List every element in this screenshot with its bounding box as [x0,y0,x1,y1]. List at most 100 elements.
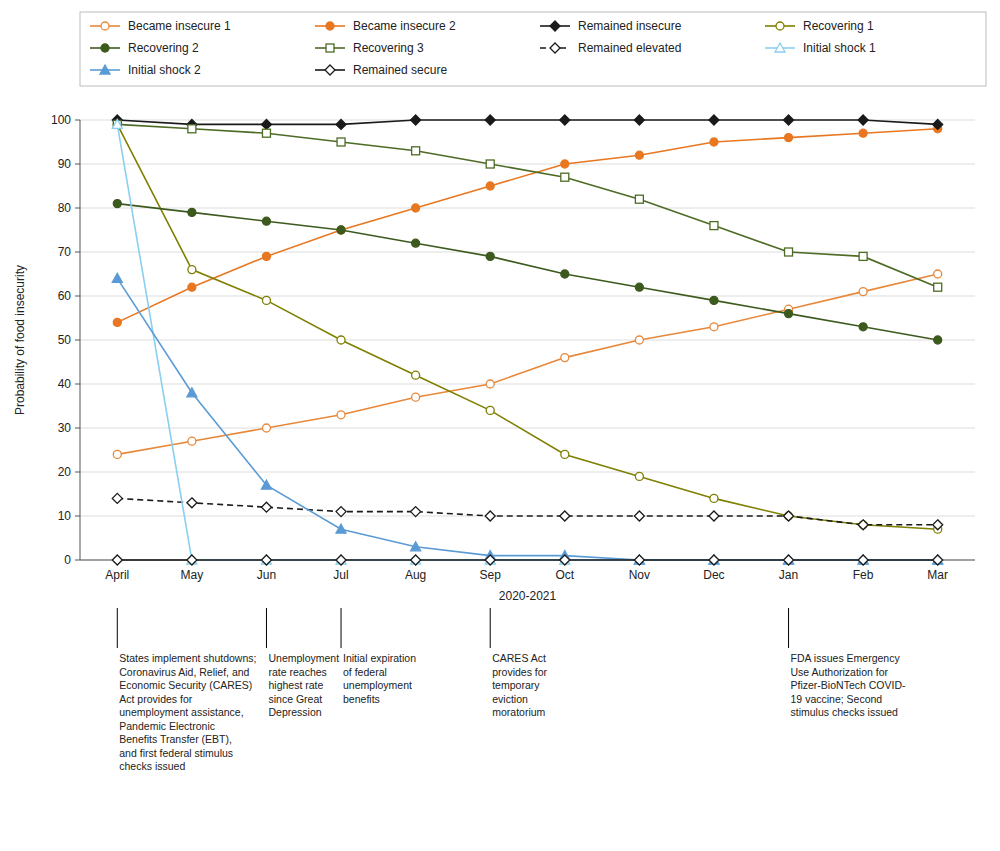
annotation-line-text: rate reaches [268,666,326,678]
data-point [784,555,794,564]
legend-item: Became insecure 1 [90,19,231,33]
data-point [261,119,271,129]
data-point [933,555,943,564]
legend-item: Recovering 3 [315,41,424,55]
annotation-line [266,608,267,648]
data-point [485,555,495,565]
annotation-line-text: stimulus checks issued [791,706,899,718]
data-point [710,296,718,304]
series [112,555,942,565]
data-point [785,310,793,318]
data-point [561,270,569,278]
y-tick-label: 40 [58,377,72,391]
x-axis-line [80,560,975,561]
data-point [337,226,345,234]
series [112,493,942,529]
legend-marker [101,22,109,30]
grid-line [80,560,975,561]
series [112,273,942,564]
data-point [412,371,420,379]
series-line [117,120,937,124]
annotation-line-text: Unemployment [268,652,339,664]
legend-item: Remained insecure [540,19,682,33]
data-point [336,524,346,533]
data-point [635,195,643,203]
data-point [412,393,420,401]
y-tick-label: 10 [58,509,72,523]
data-point [784,555,794,565]
y-tick-label: 100 [51,113,71,127]
data-point [262,217,270,225]
grid-line [80,384,975,385]
annotation-line-text: States implement shutdowns; [119,652,256,664]
x-tick-label: Aug [405,568,426,582]
series [113,200,941,344]
data-point [561,160,569,168]
annotation-line [117,608,118,648]
data-point [485,511,495,521]
data-point [188,208,196,216]
data-point [261,555,271,565]
legend-marker [325,65,335,75]
data-point [710,222,718,230]
y-tick-label: 70 [58,245,72,259]
series-line [117,278,937,560]
legend-label: Initial shock 2 [128,63,201,77]
x-tick-label: Mar [927,568,948,582]
series-line [117,204,937,340]
data-point [112,493,122,503]
chart: 0102030405060708090100AprilMayJunJulAugS… [0,0,1000,851]
data-point [710,323,718,331]
data-point [634,555,644,564]
legend: Became insecure 1Became insecure 2Remain… [80,12,986,86]
data-point [187,388,197,397]
data-point [784,115,794,125]
annotation-line-text: Initial expiration [343,652,416,664]
data-point [858,520,868,530]
y-tick-label: 80 [58,201,72,215]
data-point [933,555,943,565]
annotation-line-text: Pfizer-BioNTech COVID- [791,679,906,691]
data-point [560,555,570,565]
data-point [411,555,421,565]
data-point [336,555,346,565]
data-point [933,520,943,530]
legend-marker [100,65,110,74]
data-point [261,502,271,512]
data-point [785,134,793,142]
y-tick-label: 50 [58,333,72,347]
data-point [187,498,197,508]
annotation-line-text: benefits [343,693,380,705]
axes: 0102030405060708090100AprilMayJunJulAugS… [13,113,975,603]
data-point [934,283,942,291]
y-tick [75,252,80,253]
data-point [710,494,718,502]
data-point [859,129,867,137]
legend-label: Recovering 1 [803,19,874,33]
x-tick-label: Dec [703,568,724,582]
data-point [261,480,271,489]
data-point [113,120,121,128]
legend-marker [776,22,784,30]
plot-area [112,115,942,565]
y-tick [75,560,80,561]
annotation-text: Initial expirationof federalunemployment… [343,652,416,705]
data-point [709,555,719,565]
data-point [709,511,719,521]
series [112,119,942,564]
annotation-line-text: Coronavirus Aid, Relief, and [119,666,249,678]
data-point [561,354,569,362]
x-tick-label: Feb [853,568,874,582]
annotation-line-text: highest rate [268,679,323,691]
data-point [858,555,868,564]
data-point [709,555,719,564]
data-point [188,283,196,291]
x-tick-label: Sep [480,568,502,582]
data-point [411,507,421,517]
data-point [858,115,868,125]
data-point [411,115,421,125]
legend-frame [80,12,986,86]
annotation-line-text: unemployment [343,679,412,691]
series [113,120,941,291]
legend-marker [326,44,334,52]
